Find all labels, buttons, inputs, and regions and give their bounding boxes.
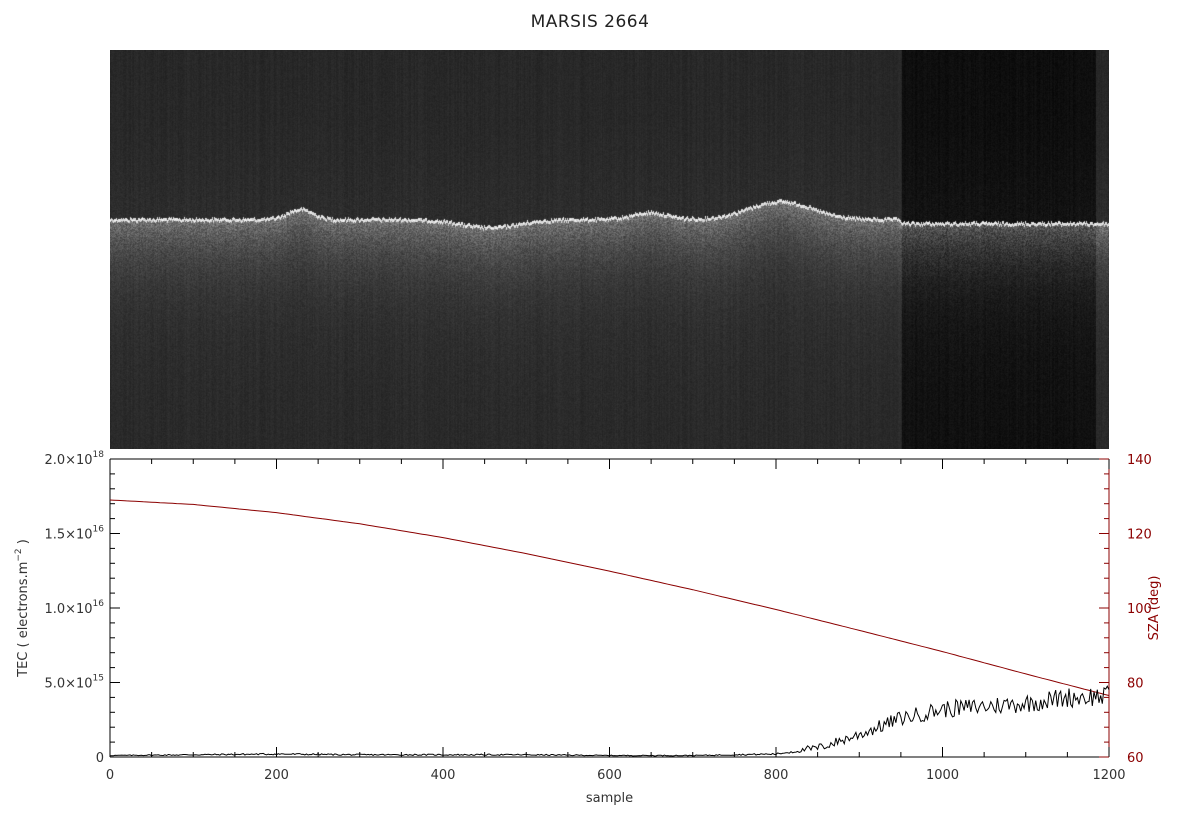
- axis-title-exponent: −2: [14, 548, 24, 561]
- x-tick-label: 1200: [1092, 768, 1125, 783]
- x-axis-title: sample: [586, 791, 633, 806]
- x-tick-label: 1000: [926, 768, 959, 783]
- tick-exponent: 18: [93, 450, 105, 460]
- x-tick-label: 400: [431, 768, 456, 783]
- left-y-tick-label: 5.0×1015: [44, 674, 104, 692]
- right-y-tick-label: 100: [1127, 602, 1152, 617]
- x-tick-label: 0: [106, 768, 114, 783]
- left-y-tick-label: 2.0×1018: [44, 450, 104, 468]
- right-y-tick-label: 80: [1127, 677, 1144, 692]
- x-tick-label: 600: [597, 768, 622, 783]
- right-y-tick-label: 120: [1127, 528, 1152, 543]
- left-y-tick-label: 0: [96, 751, 104, 766]
- sza-series-line: [109, 499, 1110, 696]
- x-tick-label: 200: [264, 768, 289, 783]
- left-y-axis-title: TEC ( electrons.m−2 ): [14, 539, 31, 678]
- right-y-axis-title: SZA (deg): [1147, 576, 1162, 641]
- right-y-tick-label: 60: [1127, 751, 1144, 766]
- radargram-image: [110, 50, 1109, 449]
- tick-exponent: 16: [93, 525, 105, 535]
- right-y-tick-label: 140: [1127, 453, 1152, 468]
- chart-title: MARSIS 2664: [530, 12, 650, 32]
- left-y-tick-label: 1.5×1016: [44, 525, 104, 543]
- x-tick-label: 800: [764, 768, 789, 783]
- left-y-tick-label: 1.0×1016: [44, 599, 104, 617]
- tick-exponent: 16: [93, 599, 105, 609]
- tick-exponent: 15: [93, 674, 104, 684]
- axis-title-end: ): [16, 539, 31, 548]
- tec-series-line: [109, 685, 1110, 757]
